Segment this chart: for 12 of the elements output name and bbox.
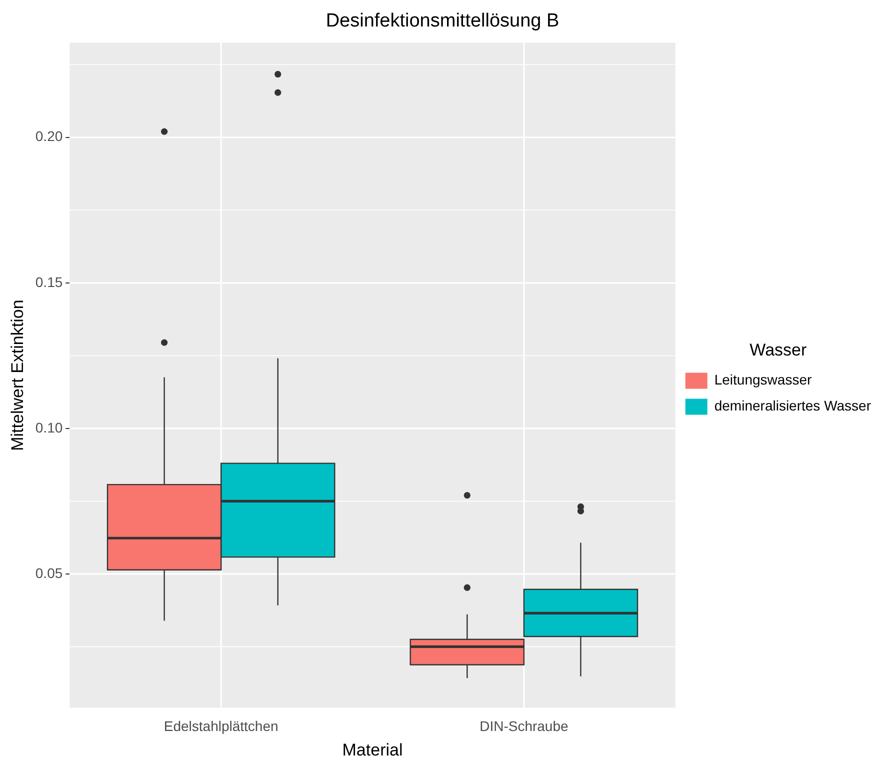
legend-label: demineralisiertes Wasser (714, 398, 872, 414)
x-axis-title: Material (342, 740, 403, 760)
y-tick-label: 0.15 (35, 274, 63, 290)
y-axis-title: Mittelwert Extinktion (8, 300, 27, 451)
y-tick-label: 0.05 (35, 564, 63, 581)
x-tick-label: DIN-Schraube (480, 718, 568, 734)
y-tick-label: 0.10 (35, 419, 63, 436)
legend-label: Leitungswasser (714, 372, 812, 388)
y-tick-label: 0.20 (35, 128, 63, 144)
x-tick-label: Edelstahlplättchen (164, 718, 278, 734)
chart-title: Desinfektionsmittellösung B (326, 10, 560, 32)
legend-title: Wasser (750, 340, 808, 360)
